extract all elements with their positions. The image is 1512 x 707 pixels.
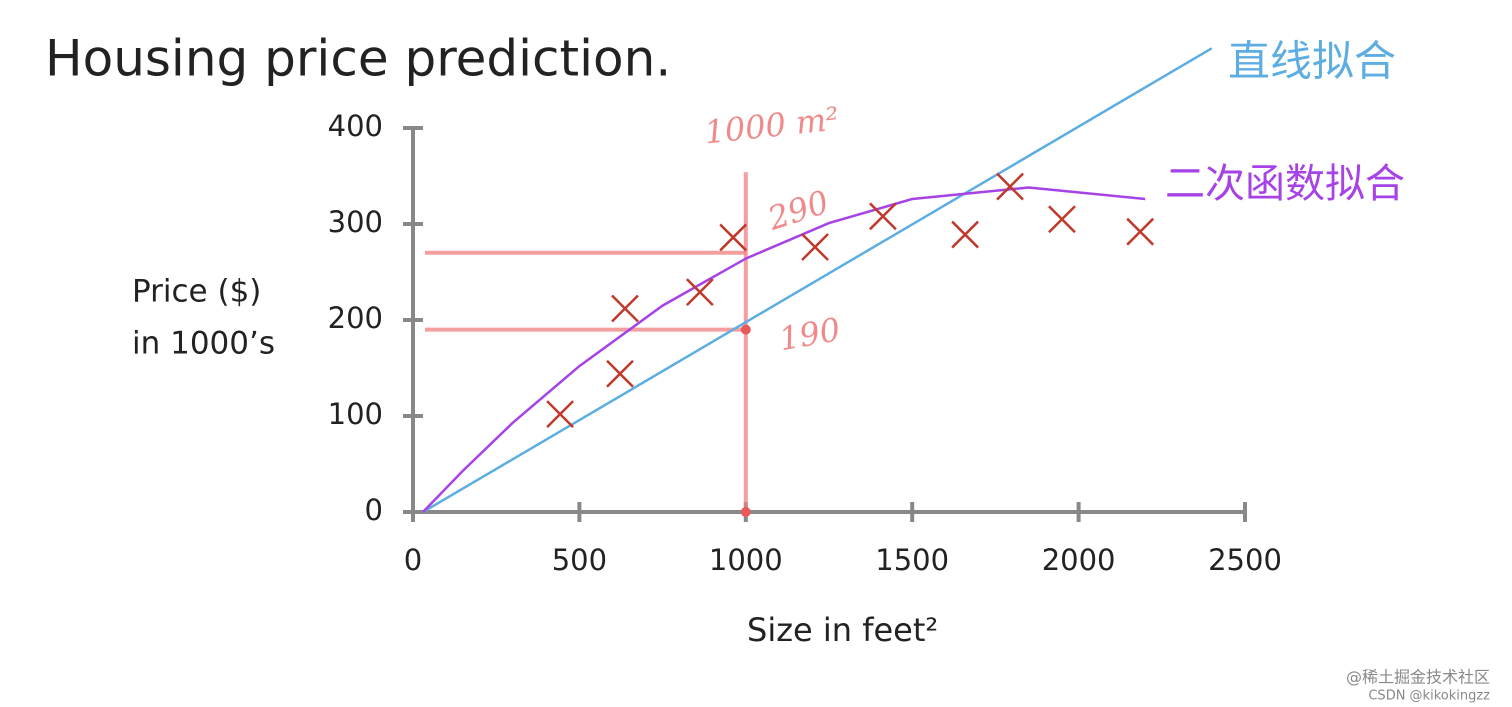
guide-dot <box>740 324 751 335</box>
data-point <box>546 400 574 428</box>
y-tick-label: 200 <box>328 301 383 335</box>
y-tick-label: 0 <box>365 493 383 527</box>
y-axis-label: in 1000’s <box>132 326 275 362</box>
x-tick-label: 500 <box>552 543 607 577</box>
fit-line <box>422 47 1213 514</box>
data-point <box>606 359 634 388</box>
watermark: CSDN @kikokingzz <box>1368 689 1490 704</box>
x-tick-label: 2000 <box>1042 543 1116 577</box>
x-tick-label: 1000 <box>709 543 783 577</box>
data-point <box>996 172 1024 201</box>
data-point <box>611 294 639 323</box>
watermark: @稀土掘金技术社区 <box>1346 668 1490 687</box>
annotation: 290 <box>762 183 833 238</box>
y-tick-label: 400 <box>328 109 383 143</box>
series-label: 二次函数拟合 <box>1165 161 1405 207</box>
annotation: 1000 m² <box>703 100 841 152</box>
x-axis-label: Size in feet² <box>747 611 938 649</box>
x-tick-label: 0 <box>404 543 422 577</box>
annotation: 190 <box>776 310 843 358</box>
data-point <box>1126 217 1155 246</box>
data-point <box>719 223 748 252</box>
data-point <box>801 233 829 261</box>
fit-line <box>422 186 1146 513</box>
data-point <box>951 220 979 249</box>
x-tick-label: 1500 <box>875 543 949 577</box>
guide-dot <box>740 507 751 517</box>
data-point <box>685 278 714 307</box>
data-point <box>1048 205 1076 234</box>
y-tick-label: 100 <box>328 397 383 431</box>
y-tick-label: 300 <box>328 205 383 239</box>
x-tick-label: 2500 <box>1208 543 1282 577</box>
series-label: 直线拟合 <box>1228 37 1396 86</box>
chart-title: Housing price prediction. <box>45 30 671 88</box>
data-point <box>869 202 897 231</box>
y-axis-label: Price ($) <box>132 274 261 310</box>
